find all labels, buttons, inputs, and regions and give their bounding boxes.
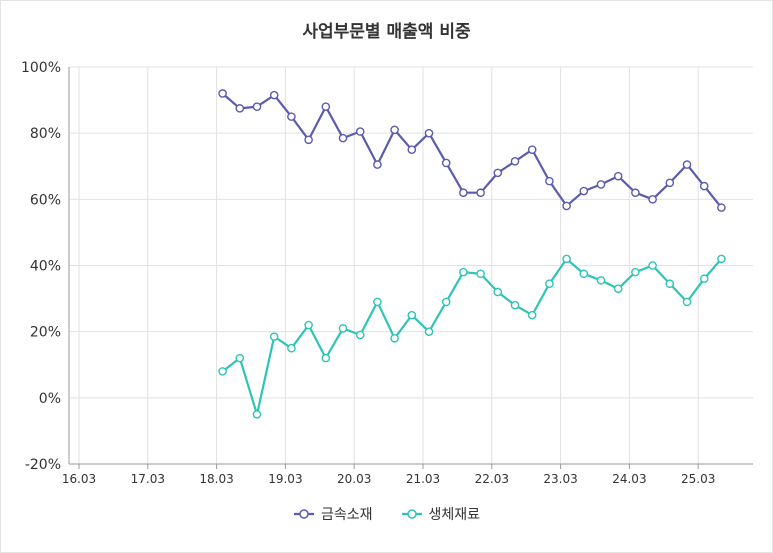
y-tick-label: 0% xyxy=(39,391,61,407)
legend-marker-icon xyxy=(293,509,314,519)
data-point-series-2 xyxy=(682,297,692,307)
x-tick-label: 23.03 xyxy=(543,472,577,486)
data-point-series-1 xyxy=(665,178,675,188)
data-point-series-2 xyxy=(510,300,520,310)
data-point-series-2 xyxy=(218,367,227,376)
data-point-series-2 xyxy=(424,327,434,336)
data-point-series-2 xyxy=(459,267,468,277)
data-point-series-2 xyxy=(252,410,262,419)
series-line-1 xyxy=(221,92,723,209)
data-point-series-1 xyxy=(235,104,245,113)
data-point-series-1 xyxy=(424,128,434,138)
data-point-series-1 xyxy=(717,203,726,212)
x-tick-label: 25.03 xyxy=(681,472,715,486)
data-point-series-2 xyxy=(373,297,382,307)
data-point-series-2 xyxy=(717,254,726,264)
x-tick-label: 17.03 xyxy=(131,472,165,486)
data-point-series-1 xyxy=(269,90,279,100)
data-point-series-1 xyxy=(338,133,348,143)
data-point-series-1 xyxy=(287,112,296,121)
data-point-series-1 xyxy=(527,145,537,155)
y-tick-label: 60% xyxy=(30,192,61,208)
data-point-series-2 xyxy=(407,310,417,320)
data-point-series-2 xyxy=(235,353,245,363)
data-point-series-1 xyxy=(579,186,589,196)
data-point-series-1 xyxy=(218,89,227,98)
data-point-series-1 xyxy=(304,135,313,145)
x-tick-label: 22.03 xyxy=(475,472,509,486)
legend-label: 생체재료 xyxy=(428,507,481,523)
data-point-series-2 xyxy=(269,332,279,341)
data-point-series-2 xyxy=(545,279,554,288)
data-point-series-1 xyxy=(682,160,692,169)
data-point-series-1 xyxy=(407,145,417,155)
x-tick-label: 18.03 xyxy=(199,472,233,486)
data-point-series-1 xyxy=(631,188,640,198)
data-point-series-2 xyxy=(493,287,503,297)
data-point-series-2 xyxy=(338,324,348,333)
series-line-2 xyxy=(221,257,723,416)
data-point-series-2 xyxy=(579,269,589,279)
data-point-series-2 xyxy=(287,343,296,353)
data-point-series-2 xyxy=(304,320,313,330)
y-tick-label: 80% xyxy=(30,126,61,142)
data-point-series-1 xyxy=(493,168,503,178)
data-point-series-1 xyxy=(613,171,623,181)
chart-title: 사업부문별 매출액 비중 xyxy=(302,22,471,42)
data-point-series-1 xyxy=(373,160,382,169)
x-tick-label: 21.03 xyxy=(406,472,440,486)
data-point-series-1 xyxy=(510,156,520,166)
y-tick-label: -20% xyxy=(25,457,61,473)
data-point-series-1 xyxy=(699,181,709,191)
data-point-series-1 xyxy=(321,102,331,111)
y-tick-label: 20% xyxy=(30,325,61,341)
data-point-series-2 xyxy=(321,353,331,363)
x-tick-label: 16.03 xyxy=(62,472,96,486)
y-tick-label: 40% xyxy=(30,259,61,275)
data-point-series-1 xyxy=(355,127,365,136)
data-point-series-2 xyxy=(631,267,640,277)
chart-legend: 금속소재 생체재료 xyxy=(1,504,772,524)
data-point-series-2 xyxy=(476,269,485,279)
legend-item-2[interactable]: 생체재료 xyxy=(401,504,481,524)
data-point-series-1 xyxy=(545,176,554,186)
data-point-series-2 xyxy=(613,284,623,293)
data-point-series-2 xyxy=(648,261,657,270)
data-point-series-2 xyxy=(699,274,709,284)
data-point-series-2 xyxy=(596,276,606,285)
legend-item-1[interactable]: 금속소재 xyxy=(293,504,373,524)
x-tick-label: 20.03 xyxy=(337,472,371,486)
data-point-series-1 xyxy=(596,180,606,189)
data-point-series-2 xyxy=(390,333,399,343)
data-point-series-1 xyxy=(390,125,399,135)
legend-marker-icon xyxy=(401,509,422,519)
x-tick-label: 19.03 xyxy=(268,472,302,486)
data-point-series-1 xyxy=(476,188,485,198)
x-tick-label: 24.03 xyxy=(612,472,646,486)
data-point-series-1 xyxy=(252,102,262,111)
data-point-series-1 xyxy=(648,195,657,204)
legend-label: 금속소재 xyxy=(320,507,373,523)
data-point-series-2 xyxy=(665,279,675,288)
data-point-series-2 xyxy=(355,330,365,340)
data-point-series-1 xyxy=(441,158,451,168)
data-point-series-2 xyxy=(527,310,537,320)
data-point-series-2 xyxy=(441,297,451,307)
data-point-series-1 xyxy=(562,201,571,211)
y-tick-label: 100% xyxy=(21,60,61,76)
data-point-series-2 xyxy=(562,254,571,264)
data-point-series-1 xyxy=(459,188,468,198)
